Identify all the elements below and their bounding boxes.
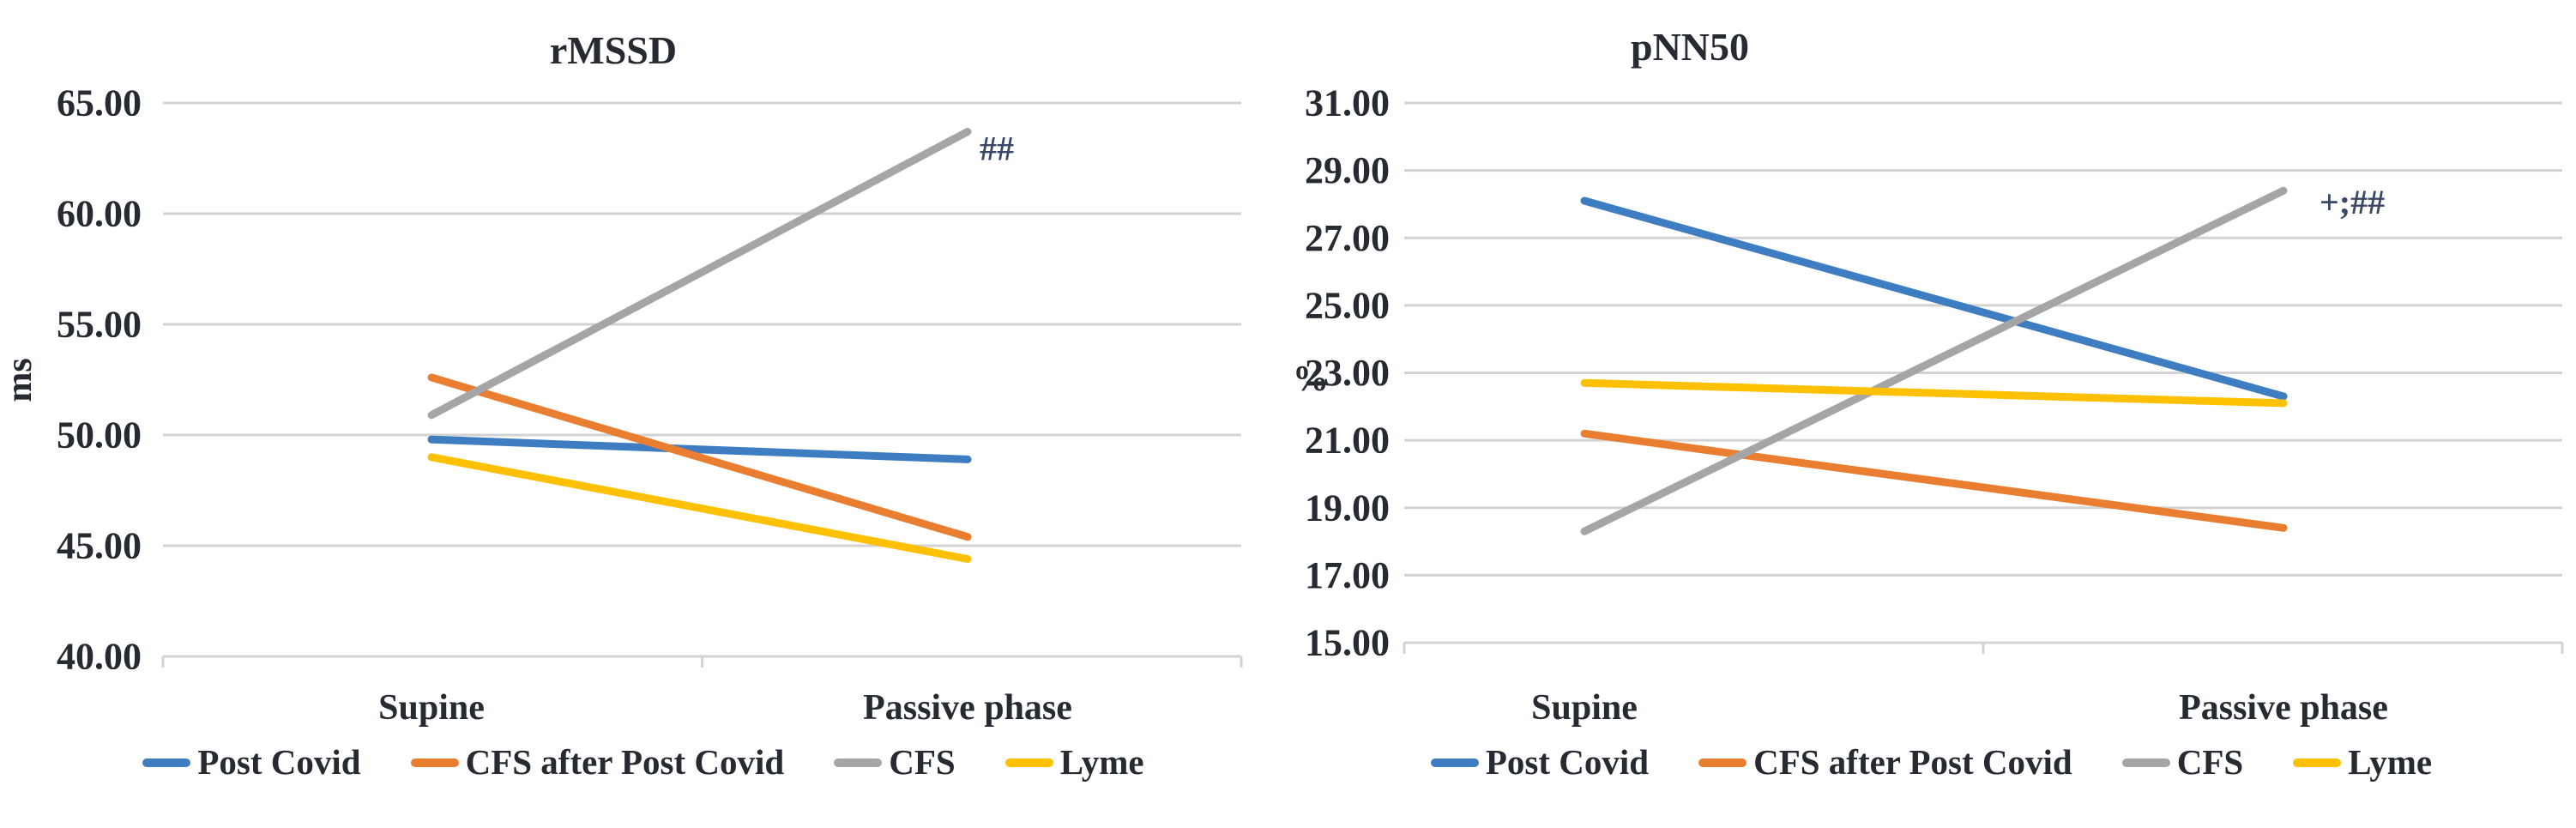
legend-label: CFS — [889, 742, 956, 782]
legend-label: CFS after Post Covid — [465, 742, 785, 782]
series-line-lyme — [1580, 378, 2288, 408]
series-line-cfs — [1580, 186, 2288, 535]
legend-label: CFS — [2176, 742, 2244, 782]
category-label: Passive phase — [863, 688, 1072, 728]
y-tick-label: 27.00 — [1305, 217, 1390, 259]
legend-item: CFS after Post Covid — [410, 742, 785, 782]
legend-swatch — [1430, 758, 1479, 767]
legend-label: CFS after Post Covid — [1753, 742, 2072, 782]
legend-item: CFS after Post Covid — [1698, 745, 2072, 780]
series-line-post-covid — [1580, 196, 2288, 401]
series-line-cfs — [427, 128, 972, 420]
legend-item: Lyme — [2293, 745, 2432, 780]
legend-label: Lyme — [2348, 742, 2433, 782]
legend-label: Post Covid — [1485, 742, 1650, 782]
chart-svg: 65.00 60.00 55.00 50.00 45.00 40.00 ## rMSSD ms S… — [0, 28, 1243, 728]
legend-item: Post Covid — [142, 742, 361, 782]
category-label: Passive phase — [2179, 688, 2388, 728]
legend-swatch — [1004, 758, 1053, 767]
legend-swatch — [2121, 758, 2170, 767]
y-tick-label: 23.00 — [1305, 352, 1390, 394]
legend-label: Lyme — [1059, 742, 1144, 782]
legend-swatch — [2293, 758, 2342, 767]
annotation-label: ## — [980, 130, 1014, 168]
legend-swatch — [410, 758, 459, 767]
series-line-cfs-after-post-covid — [427, 373, 972, 541]
chart-pnn50: 31.00 29.00 27.00 25.00 23.00 21.00 19.00 17.00… — [1287, 0, 2576, 828]
y-tick-label: 65.00 — [57, 82, 142, 124]
legend: Post Covid CFS after Post Covid CFS Lyme — [0, 745, 1287, 780]
category-label: Supine — [1531, 688, 1638, 728]
y-tick-label: 21.00 — [1305, 420, 1390, 462]
y-tick-label: 40.00 — [57, 636, 142, 678]
y-axis-title: % — [1293, 360, 1329, 399]
y-tick-label: 15.00 — [1305, 622, 1390, 664]
y-tick-label: 31.00 — [1305, 82, 1390, 124]
chart-title: rMSSD — [550, 28, 677, 72]
legend-label: Post Covid — [197, 742, 361, 782]
legend-swatch — [142, 758, 191, 767]
series-line-lyme — [427, 453, 972, 563]
legend-item: Lyme — [1004, 742, 1144, 782]
category-label: Supine — [378, 688, 485, 728]
y-tick-label: 29.00 — [1305, 149, 1390, 191]
y-tick-label: 60.00 — [57, 193, 142, 235]
annotation-label: +;## — [2320, 183, 2385, 221]
y-axis-title: ms — [0, 358, 39, 402]
y-tick-label: 50.00 — [57, 414, 142, 456]
chart-rmssd: 65.00 60.00 55.00 50.00 45.00 40.00 ## rMSSD ms S… — [0, 0, 1287, 828]
legend: Post Covid CFS after Post Covid CFS Lyme — [1287, 745, 2576, 780]
y-tick-label: 45.00 — [57, 525, 142, 567]
y-tick-label: 19.00 — [1305, 487, 1390, 529]
legend-swatch — [834, 758, 883, 767]
chart-svg: 31.00 29.00 27.00 25.00 23.00 21.00 19.00 17.00… — [1293, 25, 2564, 728]
y-tick-label: 17.00 — [1305, 554, 1390, 596]
legend-swatch — [1698, 758, 1747, 767]
legend-item: CFS — [834, 742, 956, 782]
y-tick-label: 25.00 — [1305, 284, 1390, 326]
legend-item: CFS — [2121, 742, 2244, 782]
series-line-post-covid — [427, 435, 972, 463]
legend-item: Post Covid — [1430, 742, 1650, 782]
y-tick-label: 55.00 — [57, 304, 142, 346]
chart-title: pNN50 — [1631, 25, 1749, 69]
series-line-cfs-after-post-covid — [1580, 429, 2288, 532]
